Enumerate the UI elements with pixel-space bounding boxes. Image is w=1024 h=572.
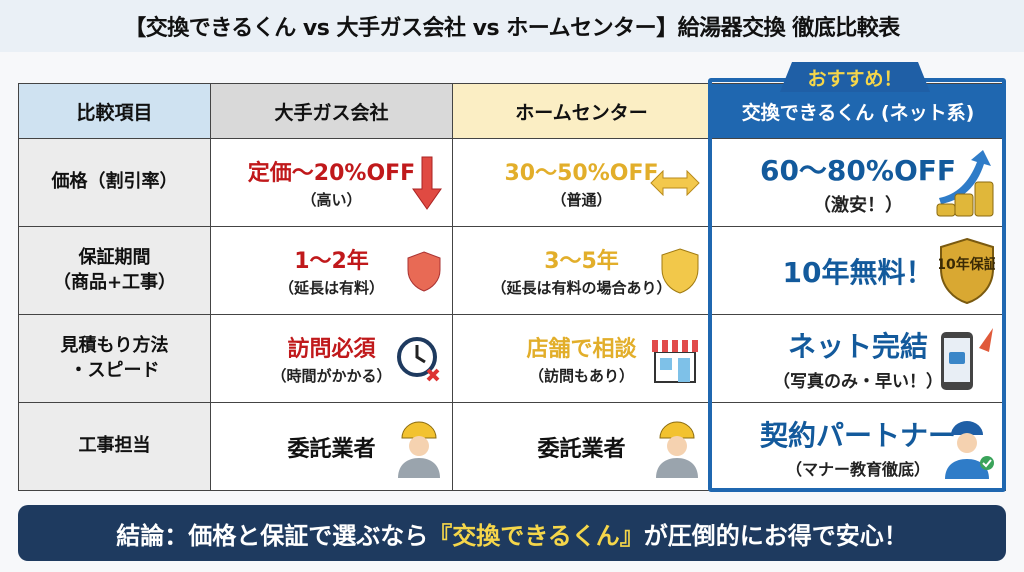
- clock-icon: [397, 336, 440, 381]
- cell: 店舗で相談 （訪問もあり）: [452, 314, 711, 403]
- cell-main: 店舗で相談: [526, 337, 637, 362]
- row-label: 工事担当: [18, 402, 211, 491]
- cell-sub: （時間がかかる）: [271, 367, 392, 385]
- worker-icon: [656, 421, 698, 478]
- cell-main: 定価〜20%OFF: [247, 161, 416, 186]
- conclusion-post: が圧倒的にお得で安心！: [643, 521, 908, 550]
- cell-sub: （高い）: [301, 191, 362, 209]
- cell-main: 60〜80%OFF: [759, 153, 957, 187]
- conclusion-highlight: 『交換できるくん』: [428, 521, 644, 550]
- cell: 30〜50%OFF （普通）: [452, 138, 711, 227]
- cell: 委託業者: [452, 402, 711, 491]
- header-item: 比較項目: [18, 83, 211, 139]
- header-row: 比較項目 大手ガス会社 ホームセンター 交換できるくん (ネット系): [18, 83, 1006, 139]
- cell-main: 委託業者: [287, 436, 376, 462]
- coins-up-arrow-icon: [936, 149, 994, 216]
- row-label: 見積もり方法 ・スピード: [18, 314, 211, 403]
- row-price: 価格（割引率） 定価〜20%OFF （高い） 30〜50%OFF （普通） 60〜8…: [18, 138, 1006, 227]
- cell-main: 契約パートナー: [759, 418, 956, 452]
- cell: 3〜5年 （延長は有料の場合あり）: [452, 226, 711, 315]
- cell: 60〜80%OFF （激安！）: [710, 138, 1006, 227]
- cell-main: 訪問必須: [287, 337, 376, 362]
- cell-sub: （マナー教育徹底）: [785, 459, 930, 479]
- row-warranty: 保証期間 （商品+工事） 1〜2年 （延長は有料） 3〜5年 （延長は有料の場合あり…: [18, 226, 1006, 315]
- worker-icon: [398, 421, 440, 478]
- recommended-badge: おすすめ！: [780, 62, 930, 92]
- cell: ネット完結 （写真のみ・早い！）: [710, 314, 1006, 403]
- row-construction: 工事担当 委託業者 委託業者 契約パートナー （マナー教育徹底）: [18, 402, 1006, 491]
- conclusion-banner: 結論：価格と保証で選ぶなら 『交換できるくん』 が圧倒的にお得で安心！: [18, 505, 1006, 561]
- cell: 定価〜20%OFF （高い）: [210, 138, 453, 227]
- warranty-badge-icon: 10年保証: [939, 237, 995, 304]
- cell: 1〜2年 （延長は有料）: [210, 226, 453, 315]
- cell-sub: （激安！）: [813, 194, 903, 216]
- shield-icon: [661, 247, 699, 294]
- cell-sub: （写真のみ・早い！）: [773, 372, 943, 392]
- down-arrow-icon: [412, 156, 442, 210]
- smartphone-rocket-icon: [941, 327, 993, 390]
- row-label: 保証期間 （商品+工事）: [18, 226, 211, 315]
- conclusion-pre: 結論：価格と保証で選ぶなら: [116, 521, 429, 550]
- row-label: 価格（割引率）: [18, 138, 211, 227]
- left-right-arrow-icon: [650, 169, 700, 196]
- cell-sub: （訪問もあり）: [528, 367, 634, 385]
- badge-text: 10年保証: [939, 256, 995, 273]
- cell: 10年無料！ 10年保証: [710, 226, 1006, 315]
- row-estimate: 見積もり方法 ・スピード 訪問必須 （時間がかかる） 店舗で相談 （訪問もあり） ネ…: [18, 314, 1006, 403]
- cell-sub: （延長は有料の場合あり）: [491, 279, 672, 297]
- cell-sub: （延長は有料）: [278, 279, 384, 297]
- cell-main: 3〜5年: [544, 249, 619, 274]
- header-gas-company: 大手ガス会社: [210, 83, 453, 139]
- page-title: 【交換できるくん vs 大手ガス会社 vs ホームセンター】給湯器交換 徹底比較…: [0, 0, 1024, 52]
- cell: 委託業者: [210, 402, 453, 491]
- cell: 訪問必須 （時間がかかる）: [210, 314, 453, 403]
- cell-main: 10年無料！: [782, 255, 934, 289]
- comparison-table: 比較項目 大手ガス会社 ホームセンター 交換できるくん (ネット系) 価格（割引…: [18, 83, 1006, 491]
- cell-main: 30〜50%OFF: [504, 161, 659, 186]
- cell-sub: （普通）: [551, 191, 612, 209]
- cell-main: 1〜2年: [294, 249, 369, 274]
- shield-icon: [407, 250, 441, 292]
- header-home-center: ホームセンター: [452, 83, 711, 139]
- store-icon: [652, 339, 698, 383]
- cell-main: ネット完結: [787, 330, 928, 363]
- staff-check-icon: [945, 420, 994, 479]
- cell-main: 委託業者: [537, 436, 626, 462]
- cell: 契約パートナー （マナー教育徹底）: [710, 402, 1006, 491]
